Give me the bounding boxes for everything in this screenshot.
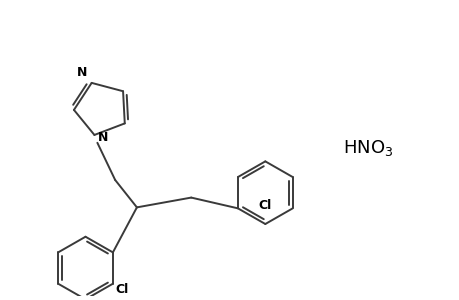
- Text: Cl: Cl: [116, 283, 129, 296]
- Text: Cl: Cl: [258, 199, 271, 212]
- Text: HNO$_3$: HNO$_3$: [342, 138, 392, 158]
- Text: N: N: [98, 131, 108, 144]
- Text: N: N: [77, 66, 88, 79]
